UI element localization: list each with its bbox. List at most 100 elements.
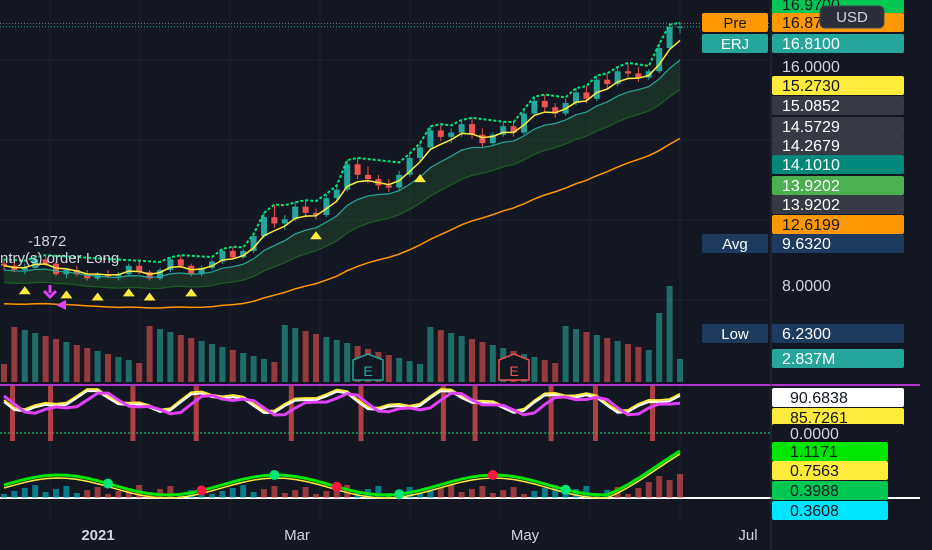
candle-body-15 (157, 269, 163, 279)
candle-body-0 (1, 263, 7, 266)
buy-signal-0 (18, 286, 31, 295)
buy-signal-1 (60, 290, 73, 299)
candle-body-35 (365, 174, 371, 180)
price-tag-box (772, 34, 904, 53)
currency-button[interactable]: USD (819, 5, 885, 29)
osc2-hist-27 (281, 493, 288, 498)
volume-bar-58 (604, 338, 611, 382)
osc2-hist-43 (448, 485, 455, 498)
earnings-marker-label: E (509, 363, 518, 379)
price-tick-1: 8.0000 (782, 278, 831, 295)
buy-signal-4 (143, 292, 156, 301)
buy-signal-5 (185, 288, 198, 297)
volume-bars (1, 286, 683, 382)
osc2-hist-64 (666, 480, 673, 498)
price-tag-7: 14.1010 (772, 155, 904, 174)
candle-body-5 (53, 263, 59, 275)
osc2-cross-dot-2 (269, 470, 280, 481)
osc1-bar-10 (650, 386, 655, 441)
candle-body-48 (500, 126, 507, 135)
volume-bar-60 (625, 344, 631, 382)
osc2-hist-24 (250, 492, 257, 498)
price-tag-value: 14.5729 (782, 119, 840, 136)
volume-bar-30 (313, 334, 319, 382)
candle-body-50 (521, 113, 527, 133)
osc1-bar-5 (358, 386, 364, 441)
price-tag-box (772, 195, 904, 214)
candle-body-43 (448, 132, 455, 137)
osc1-bar-0 (10, 386, 15, 441)
earnings-marker-frame (352, 353, 384, 381)
osc2-tag-box (772, 501, 888, 520)
volume-bar-55 (573, 329, 579, 382)
volume-bar-10 (105, 354, 111, 382)
volume-bar-43 (448, 333, 455, 382)
volume-bar-27 (281, 325, 288, 382)
volume-bar-19 (198, 341, 205, 382)
volume-bar-18 (188, 338, 195, 382)
osc1-tag-value: 85.7261 (790, 410, 848, 427)
volume-bar-51 (531, 357, 538, 382)
volume-bar-21 (219, 347, 226, 382)
grid-lines (0, 0, 770, 520)
currency-label: USD (836, 9, 868, 26)
osc2-tag-0: 1.1171 (772, 442, 888, 461)
volume-bar-25 (261, 359, 267, 382)
candle-body-28 (292, 206, 299, 220)
osc2-tag-value: 0.3988 (790, 483, 839, 500)
price-tag-box (772, 215, 904, 234)
osc2-hist-7 (73, 493, 80, 498)
candle-body-21 (219, 250, 226, 262)
earnings-marker-frame (498, 353, 530, 381)
price-tag-3: 15.2730 (772, 76, 904, 95)
volume-bar-14 (146, 326, 153, 382)
candle-body-29 (302, 206, 309, 213)
time-axis[interactable]: 2021 Mar May Jul (81, 527, 757, 544)
osc2-cross-dot-6 (560, 484, 571, 495)
candle-body-60 (625, 71, 631, 74)
price-tag-9: 13.9202 (772, 195, 904, 214)
osc2-hist-42 (437, 488, 444, 498)
volume-bar-54 (562, 326, 569, 382)
buy-signal-6 (310, 231, 322, 240)
price-tag-box (772, 96, 904, 115)
price-tag-5: 14.5729 (772, 117, 904, 136)
candle-body-49 (510, 126, 517, 133)
candle-body-44 (458, 124, 465, 133)
volume-bar-38 (396, 358, 403, 382)
osc2-cross-dot-4 (394, 489, 405, 500)
price-tag-label: Avg (722, 236, 748, 253)
osc2-hist-53 (552, 485, 559, 498)
osc2-tag-1: 0.7563 (772, 461, 888, 480)
candle-body-33 (344, 164, 351, 190)
osc1-signal-line (3, 388, 681, 412)
volume-bar-7 (73, 345, 80, 382)
time-label-1: Mar (284, 527, 310, 544)
osc2-hist-54 (562, 492, 569, 498)
candle-body-52 (541, 100, 548, 108)
osc2-hist-0 (1, 494, 7, 498)
volume-bar-4 (42, 336, 49, 382)
osc2-hist-3 (32, 485, 39, 498)
volume-bar-12 (125, 360, 132, 382)
ma-fast-line (3, 39, 681, 276)
resistance-step-line (3, 21, 681, 263)
candle-body-46 (479, 134, 486, 144)
osc1-tag-value: 0.0000 (790, 426, 839, 443)
price-tag-label: ERJ (721, 36, 749, 53)
candle-body-26 (271, 217, 278, 224)
volume-bar-15 (157, 329, 163, 382)
price-tag-label: Pre (723, 15, 746, 32)
osc2-hist-20 (209, 494, 215, 498)
oscillator-panel-2 (0, 449, 920, 500)
buy-signal-2 (91, 292, 104, 301)
volume-bar-47 (489, 345, 496, 382)
price-tag-value: 2.837M (782, 351, 835, 368)
candle-body-39 (406, 157, 413, 175)
volume-bar-64 (666, 286, 673, 382)
candle-body-59 (614, 71, 621, 84)
osc2-cross-dot-3 (331, 481, 342, 492)
price-tag-13: 2.837M (772, 349, 904, 368)
